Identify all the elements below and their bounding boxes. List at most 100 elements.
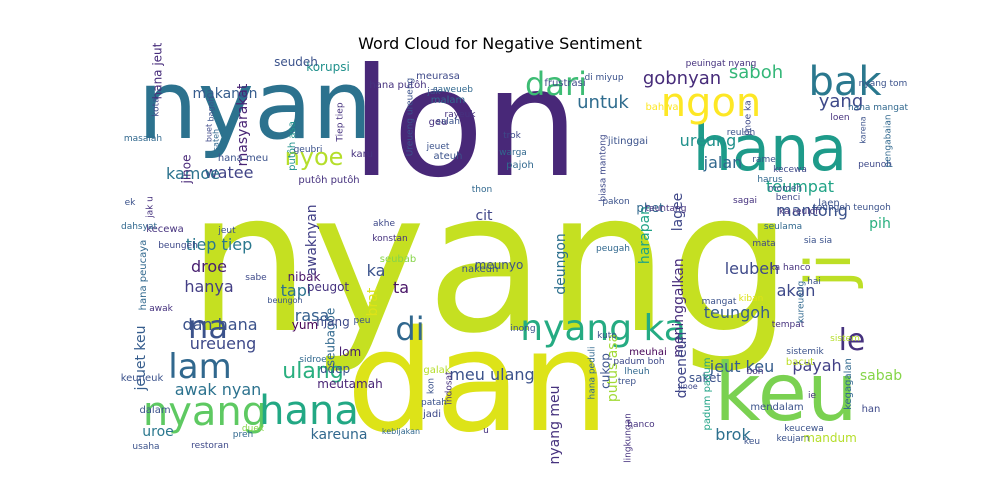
word-64: nibak (288, 270, 321, 284)
word-2: dan (346, 301, 609, 464)
word-14: na (188, 308, 228, 346)
word-68: yum (292, 318, 318, 332)
word-105: kon (427, 378, 437, 394)
word-31: tiep tiep (186, 235, 253, 254)
word-46: payah (792, 356, 841, 375)
word-149: peunoh (858, 160, 892, 170)
word-0: nyang (187, 149, 793, 376)
word-13: lam (168, 347, 231, 387)
word-132: mangat (702, 297, 737, 307)
word-140: laen (818, 198, 839, 209)
word-42: meu ulang (449, 365, 534, 384)
word-159: frustrasi (544, 78, 585, 89)
word-124: ie (808, 391, 817, 401)
word-175: masalah (124, 134, 162, 144)
word-185: buet (205, 124, 214, 142)
word-104: sidroe (299, 355, 327, 365)
word-176: ek (125, 198, 137, 208)
word-129: sistem (830, 334, 860, 344)
word-93: akhe (373, 219, 395, 229)
word-61: pih (869, 216, 891, 232)
word-173: Ureueng ureueng (406, 78, 416, 157)
word-82: jinoe (180, 155, 194, 185)
word-96: nakeuh (462, 264, 499, 275)
word-115: hanco (627, 420, 655, 430)
word-78: malam (431, 95, 466, 106)
word-38: dan hana (182, 315, 257, 334)
word-48: brok (715, 425, 751, 444)
word-16: le (839, 323, 866, 358)
word-183: u (483, 426, 489, 436)
word-156: nyang tom (859, 79, 908, 89)
word-117: hana peduli (588, 347, 598, 400)
word-62: brat (365, 287, 381, 316)
word-123: mendalam (750, 402, 803, 413)
word-128: sistemik (786, 347, 824, 357)
word-89: beungeh (158, 241, 198, 251)
word-28: watee (205, 163, 254, 182)
word-137: sia sia (804, 236, 832, 246)
word-22: makanan (193, 86, 258, 102)
word-167: geu (429, 117, 448, 128)
word-150: pengabaian (884, 114, 894, 167)
word-120: padum padum (702, 358, 713, 431)
word-94: konstan (372, 234, 408, 244)
word-158: di miyup (584, 73, 623, 83)
word-113: lheuh (624, 367, 649, 377)
word-55: awaknyan (304, 204, 320, 275)
word-146: rame (752, 155, 776, 165)
word-45: teungoh (704, 303, 770, 322)
word-148: teungoh teungoh (813, 203, 891, 213)
word-190: jinoe (677, 382, 697, 391)
word-4: keu (714, 346, 857, 439)
word-80: jitinggai (607, 136, 648, 147)
word-27: ulang (282, 359, 343, 384)
word-135: ka hanco (770, 263, 811, 273)
word-11: hana (259, 388, 359, 434)
word-83: hana meu (218, 153, 268, 164)
word-20: gobnyan (643, 68, 721, 89)
word-44: akan (777, 281, 816, 300)
word-35: ta (393, 278, 409, 297)
word-58: nyang meu (547, 385, 563, 464)
word-54: meninggalkan (671, 258, 687, 357)
word-86: pajoh (506, 160, 534, 171)
word-29: kamoe (166, 164, 220, 183)
word-8: bak (808, 59, 882, 105)
word-131: kiban (739, 294, 764, 304)
word-171: geubri (294, 145, 323, 155)
word-179: restoran (191, 441, 229, 451)
word-12: nyang ka (520, 308, 686, 349)
word-160: saweueb (433, 85, 473, 95)
word-49: uroe (142, 424, 174, 440)
word-119: saket (689, 371, 722, 385)
word-57: droeneuh (674, 332, 690, 399)
word-69: lom (339, 345, 361, 359)
word-50: sabab (860, 368, 902, 384)
word-37: rasa (295, 306, 330, 325)
word-47: jeut keu (709, 357, 774, 376)
word-77: meurasa (416, 71, 460, 82)
word-121: keujam (777, 434, 810, 444)
word-90: kecewa (146, 224, 184, 235)
word-144: harus (757, 175, 783, 185)
word-145: kecewa (773, 165, 807, 175)
word-162: rayeuk (445, 110, 477, 120)
word-66: peugot (307, 280, 350, 294)
word-118: lingkungan (624, 413, 634, 463)
word-1: lon (351, 37, 580, 211)
word-9: dari (525, 65, 587, 103)
word-63: meunyo (475, 258, 524, 272)
word-5: hana (693, 112, 848, 185)
word-111: patah (421, 398, 447, 408)
word-95: seubab (380, 254, 417, 265)
word-91: jeut (217, 226, 236, 236)
word-166: jeuet (426, 142, 450, 152)
word-34: tapi (281, 281, 312, 300)
word-3: nyan (138, 51, 373, 161)
word-84: karu (351, 149, 373, 160)
word-181: duek (242, 424, 265, 434)
word-25: teumpat (766, 177, 834, 196)
